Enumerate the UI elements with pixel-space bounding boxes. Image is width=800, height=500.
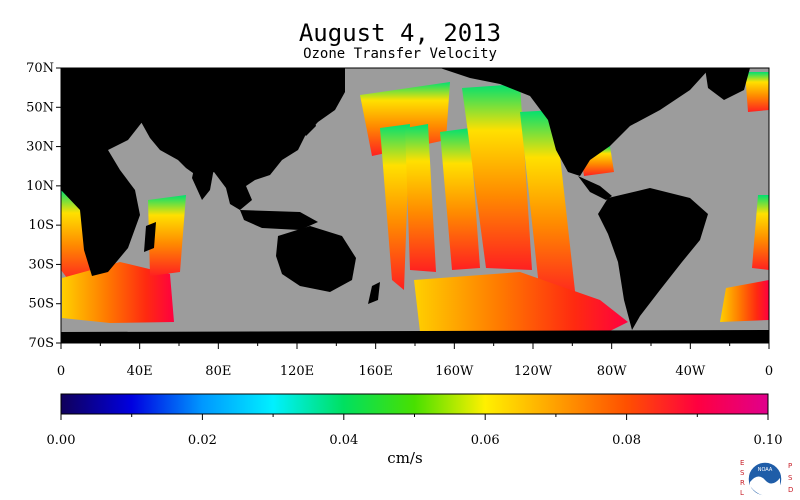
lon-label: 120E — [280, 364, 314, 379]
land-japan — [300, 112, 316, 136]
logo-left-letter-4: L — [740, 489, 744, 497]
land-masses — [61, 68, 769, 343]
noaa-bird-icon — [750, 476, 780, 497]
swath-pacific-d — [462, 84, 532, 270]
colorbar — [60, 393, 769, 415]
lon-label: 80W — [597, 364, 628, 379]
land-india — [192, 160, 214, 200]
map-subtitle: Ozone Transfer Velocity — [303, 46, 497, 62]
map-area — [61, 68, 769, 343]
colorbar-label: 0.00 — [47, 433, 76, 448]
lon-label: 160E — [359, 364, 393, 379]
lat-label: 30N — [26, 140, 54, 155]
swath-southern-pacific — [414, 272, 628, 336]
land-madagascar — [144, 222, 156, 252]
swath-southern-indian — [62, 262, 174, 323]
logo-right-letter-1: P — [788, 462, 792, 470]
latitude-axis: 70N 50N 30N 10N 10S 30S 50S 70S — [26, 61, 61, 351]
colorbar-axis: 0.00 0.02 0.04 0.06 0.08 0.10 — [47, 414, 783, 448]
noaa-logo: E S R L NOAA P S D — [740, 459, 793, 497]
logo-emblem-text: NOAA — [758, 467, 773, 473]
logo-left-letter-2: S — [740, 469, 745, 477]
lon-label: 40E — [127, 364, 153, 379]
lon-label: 0 — [57, 364, 65, 379]
swath-pacific-c — [440, 128, 480, 270]
land-southeast-asia — [226, 186, 252, 210]
swath-pacific-e — [520, 110, 576, 300]
land-greenland — [705, 68, 750, 100]
land-north-america — [440, 68, 710, 176]
land-indonesia — [240, 210, 318, 230]
colorbar-label: 0.06 — [471, 433, 500, 448]
land-australia — [276, 226, 356, 292]
land-central-america — [578, 176, 612, 200]
longitude-axis: 0 40E 80E 120E 160E 160W 120W 80W 40W 0 — [57, 343, 773, 379]
land-europe-asia — [140, 68, 345, 190]
lat-label: 10N — [26, 179, 54, 194]
colorbar-unit: cm/s — [387, 449, 423, 467]
colorbar-label: 0.04 — [329, 433, 358, 448]
lat-label: 70N — [26, 61, 54, 76]
lon-label: 120W — [514, 364, 553, 379]
lat-label: 70S — [29, 336, 54, 351]
lat-label: 50N — [26, 100, 54, 115]
land-antarctica — [61, 330, 769, 343]
swath-south-atlantic-w — [752, 195, 769, 270]
land-south-america — [598, 188, 708, 330]
colorbar-label: 0.10 — [754, 433, 783, 448]
swath-pacific-b — [405, 124, 436, 272]
logo-right-letter-3: D — [788, 486, 793, 494]
logo-left-letter-1: E — [740, 459, 744, 467]
swath-indian-central — [148, 195, 186, 276]
lon-label: 0 — [765, 364, 773, 379]
logo-right-letter-2: S — [788, 474, 793, 482]
swath-south-atlantic — [720, 280, 769, 322]
swath-pacific-a — [380, 124, 410, 290]
land-new-zealand — [368, 282, 380, 304]
map-title: August 4, 2013 — [298, 19, 502, 47]
lon-label: 80E — [205, 364, 231, 379]
lat-label: 10S — [29, 218, 54, 233]
lat-label: 50S — [29, 297, 54, 312]
colorbar-label: 0.02 — [188, 433, 217, 448]
lon-label: 40W — [675, 364, 706, 379]
logo-left-letter-3: R — [740, 479, 745, 487]
colorbar-label: 0.08 — [612, 433, 641, 448]
land-africa — [61, 68, 160, 276]
lon-label: 160W — [435, 364, 474, 379]
swath-atlantic-ne — [745, 72, 769, 112]
lat-label: 30S — [29, 257, 54, 272]
